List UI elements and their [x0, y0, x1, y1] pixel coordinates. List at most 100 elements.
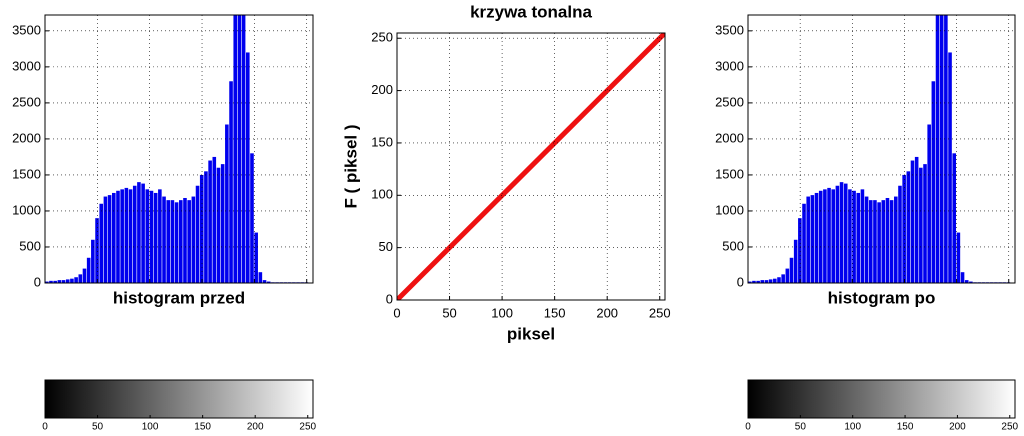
- bar: [212, 156, 217, 283]
- bar: [174, 202, 179, 283]
- bar: [835, 185, 840, 283]
- y-tick-label: 3500: [715, 22, 744, 37]
- bar: [246, 52, 250, 283]
- bar: [61, 280, 66, 283]
- bar: [162, 196, 166, 283]
- bar: [262, 280, 267, 283]
- bar: [944, 15, 948, 283]
- bar: [99, 203, 104, 283]
- bar: [898, 185, 902, 283]
- bar: [141, 183, 145, 283]
- bar: [250, 153, 254, 283]
- plot-area: [397, 33, 665, 300]
- axes-box: [44, 14, 314, 284]
- x-tick-label: 150: [194, 422, 211, 433]
- bar: [65, 279, 70, 283]
- bar: [86, 257, 91, 283]
- bar: [116, 190, 120, 283]
- x-tick-label: 250: [649, 305, 671, 320]
- bar: [258, 272, 263, 283]
- bar: [216, 167, 221, 283]
- bar: [768, 279, 773, 283]
- x-tick-label: 50: [442, 305, 456, 320]
- x-tick-label: 0: [393, 305, 400, 320]
- bar: [948, 52, 952, 283]
- bar: [964, 280, 969, 283]
- bar: [57, 280, 62, 283]
- bar: [831, 189, 836, 283]
- y-tick-label: 500: [19, 238, 41, 253]
- bar: [923, 164, 927, 283]
- bar: [806, 196, 810, 283]
- bar: [158, 189, 162, 283]
- colorbar: [747, 379, 1016, 419]
- bar: [777, 277, 781, 283]
- y-tick-label: 3000: [715, 58, 744, 73]
- bar: [124, 187, 129, 283]
- bar: [881, 200, 886, 283]
- y-tick-label: 150: [371, 134, 393, 149]
- y-tick-label: 1000: [715, 202, 744, 217]
- bar: [789, 257, 794, 283]
- bar: [931, 81, 936, 283]
- bar: [827, 187, 831, 283]
- y-tick-label: 3500: [12, 22, 41, 37]
- y-tick-label: 250: [371, 30, 393, 45]
- chart-title: krzywa tonalna: [470, 2, 592, 21]
- bar: [956, 232, 961, 283]
- bar: [241, 15, 246, 283]
- bar: [889, 200, 894, 283]
- x-tick-label: 250: [299, 422, 316, 433]
- bar: [132, 185, 137, 283]
- bar: [793, 239, 798, 283]
- bar: [266, 281, 271, 283]
- bar: [894, 196, 898, 283]
- plot-area: [45, 15, 313, 283]
- bar: [919, 167, 923, 283]
- bar: [49, 280, 53, 283]
- bar: [204, 171, 208, 283]
- bar: [781, 274, 785, 283]
- x-axis-label: piksel: [507, 324, 555, 343]
- bar: [902, 174, 906, 283]
- bar: [952, 153, 956, 283]
- bar: [823, 189, 827, 283]
- bar: [885, 197, 890, 283]
- bar: [873, 200, 877, 283]
- bar: [860, 189, 865, 283]
- bar: [153, 192, 158, 283]
- bar: [764, 280, 769, 283]
- x-tick-label: 150: [544, 305, 566, 320]
- bar: [839, 182, 844, 283]
- bar: [927, 124, 931, 283]
- bar: [748, 281, 752, 283]
- bar: [864, 196, 869, 283]
- y-tick-label: 100: [371, 187, 393, 202]
- bar: [137, 182, 141, 283]
- plot-area: [748, 15, 1015, 283]
- x-tick-label: 200: [949, 422, 966, 433]
- bar: [752, 280, 756, 283]
- bar: [170, 200, 175, 283]
- bar: [191, 196, 196, 283]
- bar: [195, 185, 200, 283]
- colorbar: [44, 379, 314, 419]
- x-tick-label: 50: [795, 422, 807, 433]
- bar: [877, 202, 881, 283]
- y-tick-label: 0: [386, 291, 393, 306]
- bar: [229, 81, 233, 283]
- bar: [868, 200, 873, 283]
- bar: [939, 15, 944, 283]
- bar: [95, 218, 99, 283]
- bar: [179, 200, 183, 283]
- bar: [103, 196, 108, 283]
- x-tick-label: 200: [247, 422, 264, 433]
- bar: [233, 15, 238, 283]
- bar: [798, 218, 802, 283]
- y-tick-label: 0: [737, 274, 744, 289]
- y-tick-label: 2500: [715, 94, 744, 109]
- x-tick-label: 0: [745, 422, 751, 433]
- bar: [848, 189, 852, 283]
- bar: [773, 278, 777, 283]
